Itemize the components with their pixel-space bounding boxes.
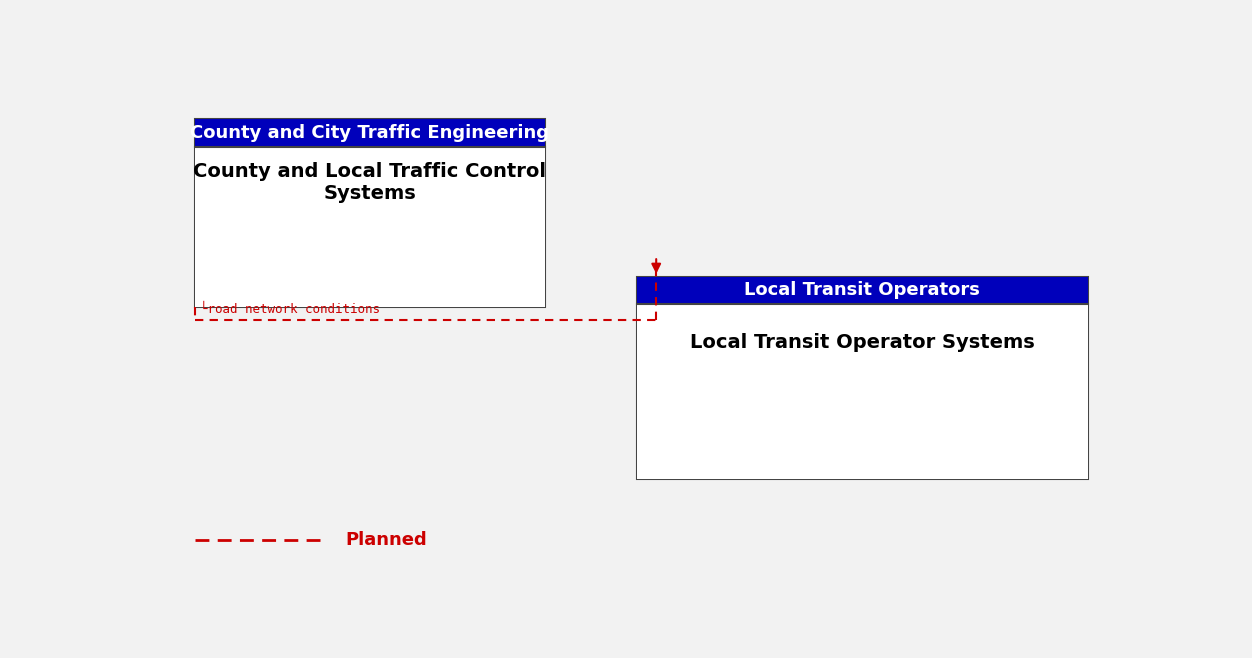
- Bar: [637, 276, 1088, 479]
- Bar: [637, 305, 1088, 479]
- Text: └road network conditions: └road network conditions: [200, 303, 381, 316]
- Bar: [195, 120, 545, 147]
- Text: Local Transit Operators: Local Transit Operators: [745, 282, 980, 299]
- Bar: [195, 147, 545, 307]
- Text: Planned: Planned: [346, 531, 427, 549]
- Bar: [195, 120, 545, 307]
- Text: County and City Traffic Engineering: County and City Traffic Engineering: [190, 124, 550, 142]
- Text: County and Local Traffic Control
Systems: County and Local Traffic Control Systems: [194, 162, 546, 203]
- Bar: [637, 276, 1088, 305]
- Text: Local Transit Operator Systems: Local Transit Operator Systems: [690, 334, 1034, 353]
